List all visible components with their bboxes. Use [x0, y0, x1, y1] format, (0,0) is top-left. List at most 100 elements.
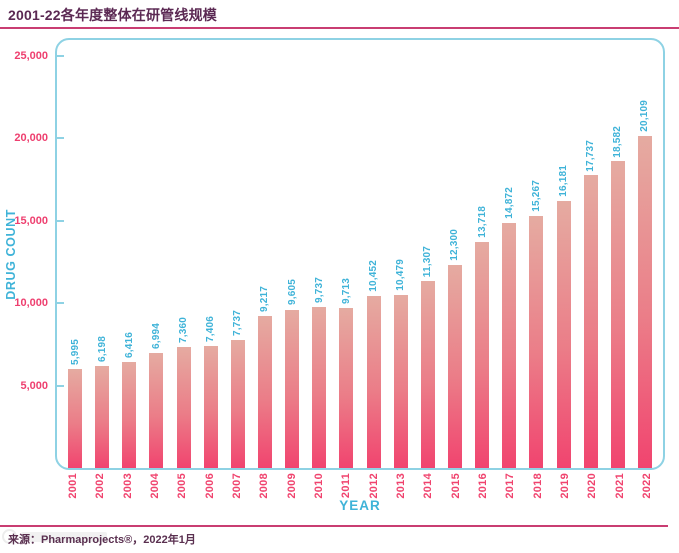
bar-value-label: 6,198: [96, 335, 108, 362]
x-tick-label: 2010: [312, 473, 325, 499]
bar-value-label: 6,416: [123, 332, 135, 359]
x-axis-title: YEAR: [339, 498, 381, 513]
bar: [176, 346, 191, 468]
x-tick-cell: 2004: [148, 473, 162, 499]
y-tick-mark: [56, 302, 64, 304]
x-tick-label: 2002: [94, 473, 107, 499]
bar: [420, 281, 435, 468]
bar-column: 10,479: [393, 40, 408, 468]
bar: [529, 216, 544, 468]
bar: [230, 340, 245, 468]
y-tick-label: 10,000: [14, 297, 48, 309]
x-tick-cell: 2013: [394, 473, 408, 499]
x-tick-cell: 2018: [531, 473, 545, 499]
bar-value-label: 14,872: [503, 186, 515, 219]
x-tick-label: 2015: [449, 473, 462, 499]
x-tick-cell: 2011: [339, 473, 353, 498]
bar: [447, 265, 462, 468]
bar: [312, 307, 327, 468]
bar: [475, 241, 490, 468]
bar-column: 7,737: [230, 40, 245, 468]
x-tick-cell: 2014: [421, 473, 435, 499]
x-tick-label: 2007: [230, 473, 243, 499]
x-tick-label: 2017: [504, 473, 517, 499]
x-tick-cell: 2007: [230, 473, 244, 499]
x-tick-label: 2018: [531, 473, 544, 499]
bar-value-label: 16,181: [558, 165, 570, 197]
bar-column: 6,198: [95, 40, 110, 468]
bar-column: 13,718: [475, 40, 490, 468]
bar: [366, 295, 381, 468]
x-tick-cell: 2015: [449, 473, 463, 499]
x-tick-label: 2019: [558, 473, 571, 499]
bar: [556, 201, 571, 468]
x-axis-tick-labels: 2001 2002 2003 2004 2005 2006 2007 2008 2009 2010…: [66, 473, 654, 499]
x-tick-cell: 2005: [175, 473, 189, 499]
bar-value-label: 10,452: [368, 259, 380, 292]
bar: [502, 222, 517, 468]
x-tick-label: 2011: [340, 473, 353, 499]
bar-column: 9,217: [257, 40, 272, 468]
bar-value-label: 15,267: [530, 180, 542, 213]
x-tick-label: 2001: [67, 473, 79, 499]
bar-column: 10,452: [366, 40, 381, 468]
x-tick-cell: 2019: [558, 473, 572, 499]
x-tick-label: 2022: [640, 473, 653, 499]
x-tick-cell: 2009: [285, 473, 299, 499]
bar: [393, 295, 408, 468]
bar-column: 15,267: [529, 40, 544, 468]
bar-value-label: 9,737: [313, 277, 325, 304]
x-tick-cell: 2022: [640, 473, 654, 499]
bar-column: 14,872: [502, 40, 517, 468]
y-tick-label: 5,000: [20, 379, 48, 392]
bar-value-label: 9,217: [259, 285, 271, 312]
bar-column: 6,416: [122, 40, 137, 468]
x-tick-label: 2012: [367, 473, 380, 499]
bar-column: 16,181: [556, 40, 571, 468]
bar-column: 7,406: [203, 40, 218, 468]
bar-column: 9,605: [285, 40, 300, 468]
x-tick-label: 2005: [176, 473, 189, 499]
x-tick-label: 2021: [613, 473, 626, 499]
x-tick-label: 2004: [148, 473, 161, 499]
bar-column: 5,995: [68, 40, 82, 468]
x-tick-label: 2008: [258, 473, 271, 499]
x-tick-label: 2016: [476, 473, 489, 499]
x-tick-label: 2014: [422, 473, 435, 499]
y-axis-tick-labels: 5,000 10,000 15,000 20,000 25,000: [0, 40, 48, 468]
x-tick-cell: 2010: [312, 473, 326, 499]
bar: [95, 365, 110, 468]
x-tick-cell: 2001: [66, 473, 80, 499]
y-tick-mark: [56, 137, 64, 139]
bar: [339, 307, 354, 468]
source-caption: 来源：Pharmaprojects®，2022年1月: [8, 534, 196, 546]
x-tick-cell: 2016: [476, 473, 490, 499]
plot-area: 5,995 6,198 6,416 6,994 7,360 7,406 7,737 9,217…: [55, 38, 665, 470]
bar: [68, 369, 82, 468]
x-tick-label: 2013: [394, 473, 407, 499]
x-tick-label: 2009: [285, 473, 298, 499]
bar-column: 18,582: [610, 40, 625, 468]
bar-value-label: 7,360: [178, 316, 190, 343]
bar-column: 7,360: [176, 40, 191, 468]
bar: [610, 161, 625, 468]
x-tick-cell: 2008: [257, 473, 271, 499]
bar: [583, 175, 598, 468]
y-tick-mark: [56, 219, 64, 222]
x-tick-cell: 2006: [203, 473, 217, 499]
bar-value-label: 18,582: [612, 125, 624, 158]
bar-value-label: 6,994: [150, 322, 162, 349]
y-tick-label: 25,000: [14, 49, 48, 62]
bar-value-label: 20,109: [639, 100, 651, 133]
bar: [203, 345, 218, 468]
bar-value-label: 11,307: [422, 246, 434, 278]
x-tick-label: 2020: [586, 473, 599, 499]
bar: [122, 362, 137, 468]
bar-column: 6,994: [149, 40, 164, 468]
x-tick-cell: 2012: [367, 473, 381, 499]
title-underline: [0, 27, 679, 29]
bar-value-label: 7,737: [232, 310, 244, 337]
bar: [637, 136, 652, 468]
y-tick-mark: [56, 384, 64, 387]
